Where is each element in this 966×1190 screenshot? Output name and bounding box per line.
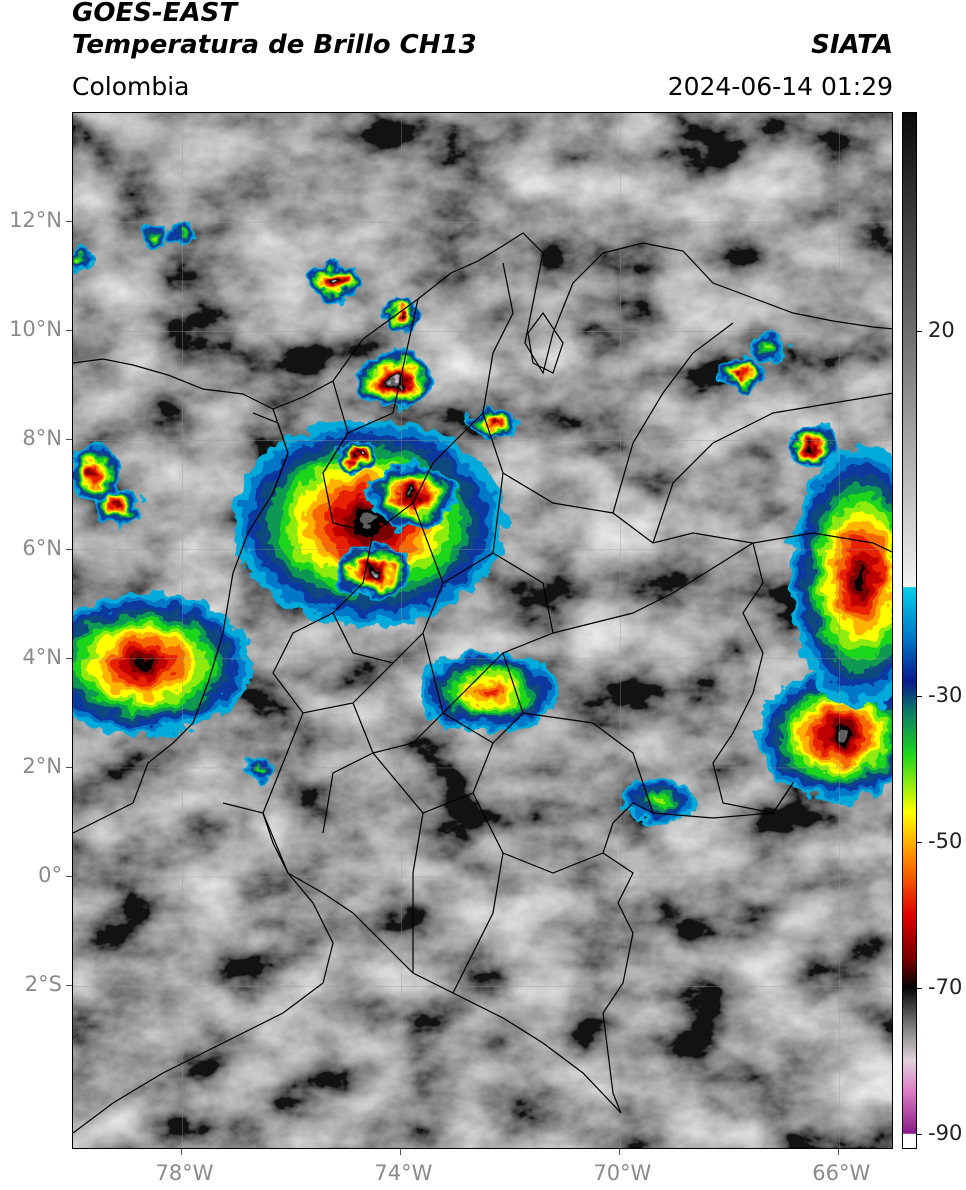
lat-tick-label-5: 2°N [22, 753, 62, 778]
storm-cell-2-ring-14 [409, 492, 416, 498]
coastline-caribbean [73, 232, 892, 410]
colorbar-tick-0 [916, 331, 922, 333]
map-canvas [73, 113, 892, 1148]
coastline-south [73, 812, 334, 1134]
lat-tick-label-1: 10°N [9, 317, 62, 342]
storm-cell-8-ring-12 [492, 422, 497, 427]
lat-tick-label-0: 12°N [9, 208, 62, 233]
storm-cell-21-ring-6 [76, 258, 81, 263]
storm-cell-19 [141, 224, 169, 253]
lat-tick-label-3: 6°N [22, 535, 62, 560]
satellite-map [72, 112, 893, 1149]
agency-label: SIATA [811, 30, 893, 60]
storm-cell-0-ring-13 [136, 659, 152, 670]
storm-cell-3-ring-15 [371, 569, 377, 574]
convective-cells [73, 222, 892, 823]
storm-cell-11-ring-12 [92, 470, 97, 476]
storm-cell-3 [335, 544, 413, 599]
colorbar-label-4: -90 [928, 1121, 963, 1146]
lat-tick-mark-0 [66, 221, 72, 223]
product-title: Temperatura de Brillo CH13 [72, 30, 477, 60]
lat-tick-label-2: 8°N [22, 426, 62, 451]
datetime-label: 2024-06-14 01:29 [667, 72, 893, 101]
storm-cell-14 [787, 424, 837, 468]
storm-cell-21 [73, 249, 93, 272]
colorbar-label-2: -50 [928, 829, 963, 854]
colorbar-tick-3 [916, 988, 922, 990]
storm-cell-16 [746, 331, 791, 365]
lat-tick-mark-2 [66, 439, 72, 441]
colorbar-label-0: 20 [928, 318, 955, 343]
storm-cell-15 [718, 358, 763, 392]
colorbar-label-1: -30 [928, 683, 963, 708]
storm-cell-15-ring-12 [738, 372, 743, 377]
storm-cell-14-ring-13 [809, 443, 814, 448]
lat-tick-label-4: 4°N [22, 644, 62, 669]
lon-tick-label-2: 70°W [593, 1161, 652, 1185]
storm-cell-5-ring-15 [355, 454, 360, 459]
lon-tick-label-0: 78°W [155, 1161, 214, 1185]
lon-tick-label-1: 74°W [374, 1161, 433, 1185]
lon-tick-label-3: 66°W [812, 1161, 871, 1185]
lon-tick-mark-2 [619, 1149, 621, 1155]
lon-tick-mark-1 [400, 1149, 402, 1155]
storm-cell-17-ring-6 [653, 797, 665, 804]
border-colombia-brazil [602, 782, 794, 1114]
colorbar-tick-1 [916, 696, 922, 698]
lat-tick-mark-5 [66, 766, 72, 768]
lat-tick-mark-6 [66, 876, 72, 878]
storm-cell-0 [73, 593, 254, 736]
storm-cell-6-ring-15 [333, 280, 338, 285]
lat-tick-mark-7 [66, 985, 72, 987]
storm-cell-4 [357, 350, 435, 411]
lat-tick-mark-1 [66, 330, 72, 332]
storm-cell-16-ring-6 [764, 345, 772, 351]
storm-cell-13 [790, 445, 892, 708]
colorbar-label-3: -70 [928, 975, 963, 1000]
border-colombia-peru [287, 872, 622, 1114]
lat-tick-label-6: 0° [38, 863, 62, 888]
satellite-title: GOES-EAST [72, 0, 238, 28]
political-boundaries [73, 232, 892, 1134]
storm-cell-8 [469, 407, 520, 441]
storm-cell-1-ring-14 [359, 515, 378, 530]
colorbar [902, 112, 917, 1149]
departments-east [372, 472, 754, 994]
colorbar-tick-2 [916, 842, 922, 844]
lat-tick-label-7: 2°S [24, 972, 62, 997]
storm-cell-10-ring-12 [114, 503, 119, 508]
colorbar-tick-4 [916, 1134, 922, 1136]
lat-tick-mark-4 [66, 657, 72, 659]
storm-cell-4-ring-16 [393, 378, 399, 383]
lake-maracaibo [527, 311, 564, 374]
venezuela-internal [612, 322, 892, 553]
storm-cell-13-ring-13 [856, 567, 867, 587]
storm-cell-2 [368, 462, 457, 528]
storm-cell-11 [73, 443, 120, 504]
lon-tick-mark-3 [838, 1149, 840, 1155]
storm-cell-9 [417, 650, 561, 733]
storm-cell-9-ring-10 [482, 687, 496, 696]
departments-west [262, 298, 484, 834]
region-label: Colombia [72, 72, 190, 101]
storm-cell-5 [335, 440, 380, 474]
storm-cell-6 [308, 263, 364, 302]
storm-cell-19-ring-6 [153, 236, 158, 241]
lat-tick-mark-3 [66, 548, 72, 550]
lon-tick-mark-0 [181, 1149, 183, 1155]
border-panama [272, 408, 289, 494]
